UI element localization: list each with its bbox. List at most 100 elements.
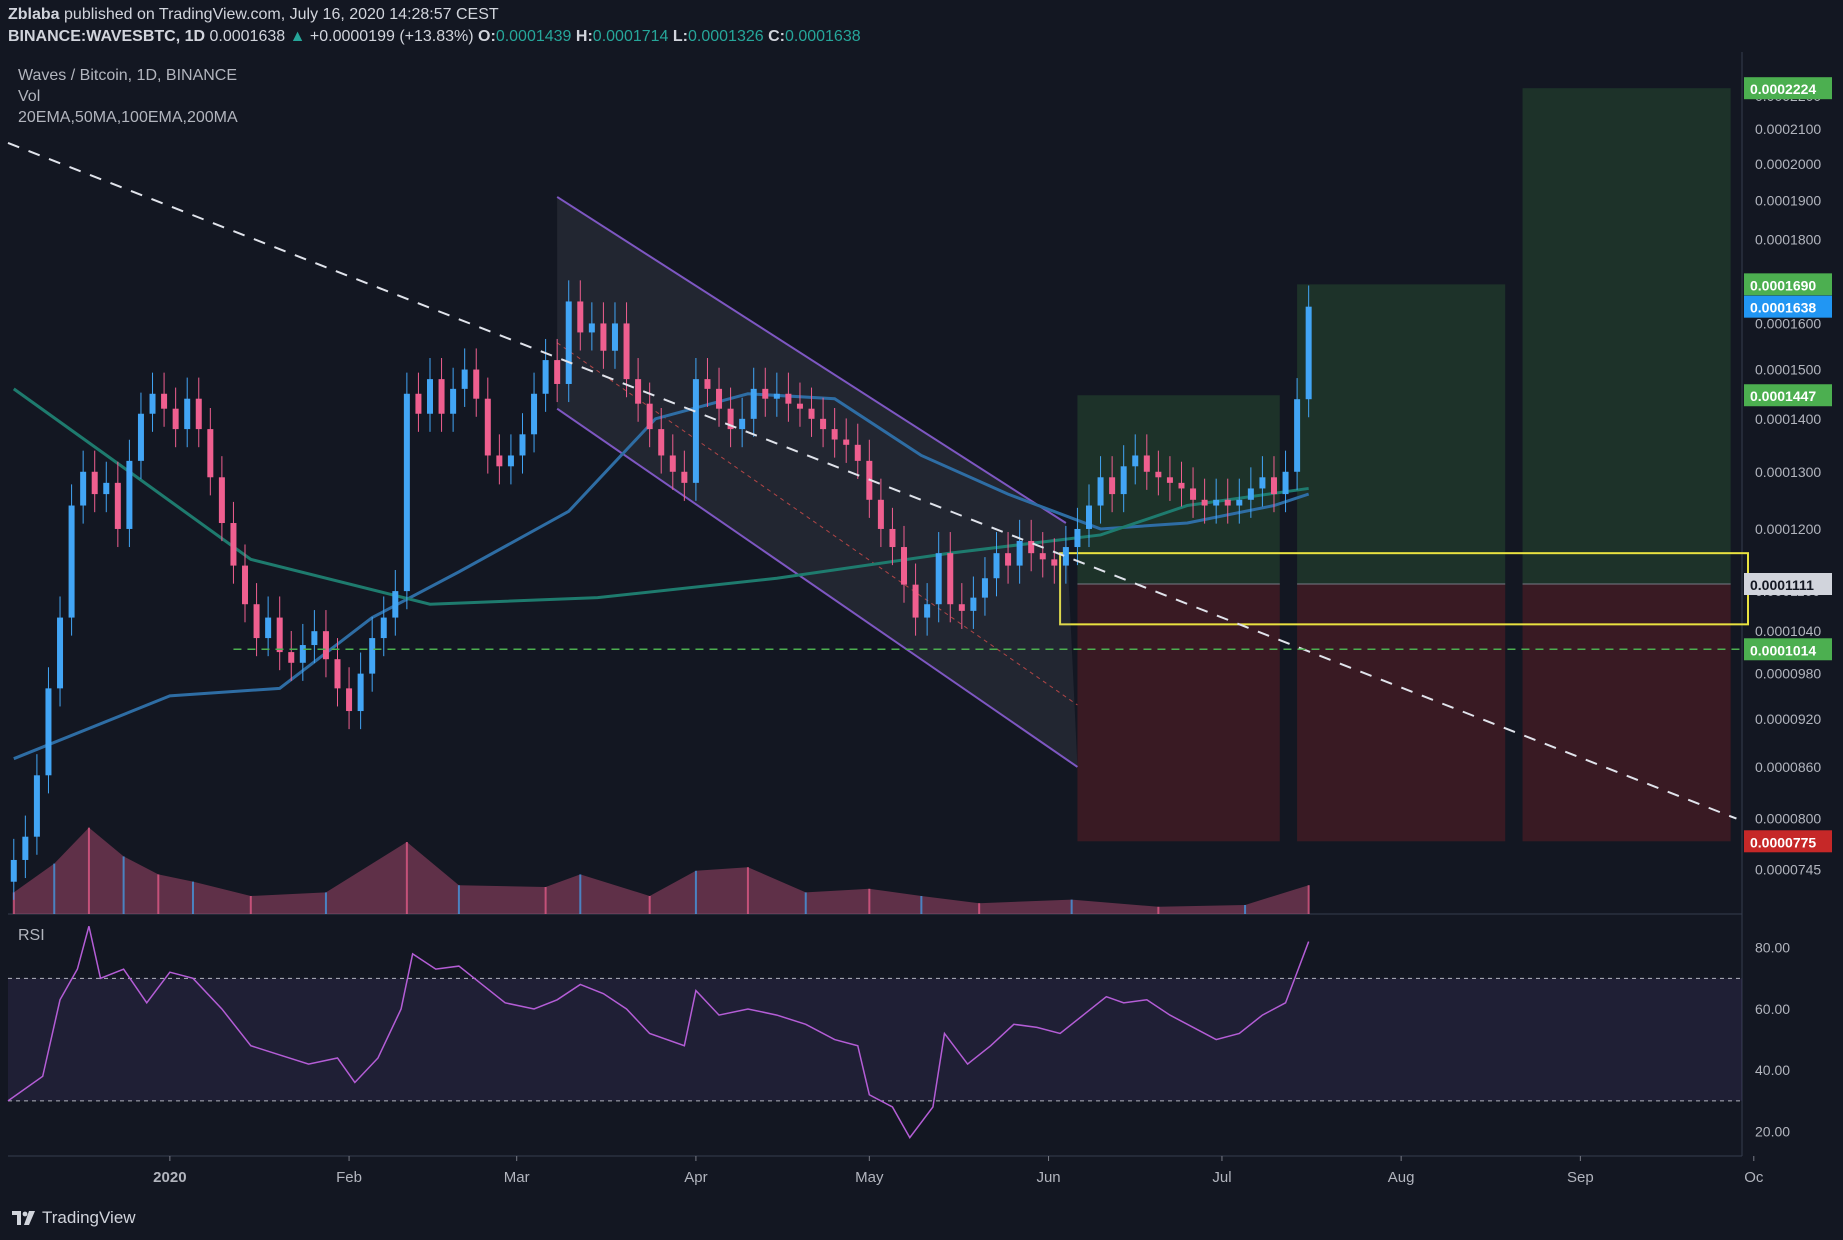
price-label-box xyxy=(1744,573,1832,596)
high-label: H: xyxy=(575,28,593,45)
time-tick-label: Jun xyxy=(1036,1169,1060,1186)
rsi-legend[interactable]: RSI xyxy=(18,927,45,944)
candle-body xyxy=(415,393,422,414)
chart-title[interactable]: Waves / Bitcoin, 1D, BINANCE xyxy=(18,67,238,84)
channel-lower-line xyxy=(556,407,1079,768)
candle-body xyxy=(1294,399,1301,472)
candle-body xyxy=(1166,477,1173,483)
candle-body xyxy=(1074,528,1081,548)
channel-fill xyxy=(557,196,1078,767)
candle-body xyxy=(507,455,514,467)
tradingview-brand[interactable]: TradingView xyxy=(42,1208,136,1227)
candle-body xyxy=(993,553,1000,579)
candle-body xyxy=(68,505,75,618)
channel-upper-line xyxy=(556,196,1067,524)
high-value: 0.0001714 xyxy=(592,28,669,45)
volume-area xyxy=(12,827,1310,914)
last-price: 0.0001638 xyxy=(209,28,286,45)
candle-body xyxy=(762,388,769,399)
candle-body xyxy=(80,471,87,506)
candle-body xyxy=(531,393,538,435)
ma-line-50ma xyxy=(13,392,1310,761)
candle-body xyxy=(889,528,896,548)
candle-body xyxy=(1132,455,1139,467)
open-label: O: xyxy=(478,28,496,45)
candle-body xyxy=(611,323,618,351)
rsi-band xyxy=(8,978,1742,1101)
candle-body xyxy=(1224,499,1231,506)
price-tick-label: 0.0001600 xyxy=(1755,315,1821,331)
rsi-tick-label: 40.00 xyxy=(1755,1062,1790,1078)
close-value: 0.0001638 xyxy=(784,28,861,45)
candle-body xyxy=(1085,505,1092,529)
price-label-text: 0.0001690 xyxy=(1750,277,1816,293)
symbol-label[interactable]: BINANCE:WAVESBTC, 1D xyxy=(8,28,206,45)
candle-body xyxy=(820,418,827,430)
price-label-box xyxy=(1744,830,1832,853)
candle-body xyxy=(403,393,410,592)
candles xyxy=(10,280,1312,900)
price-label-text: 0.0001447 xyxy=(1750,388,1816,404)
price-tick-label: 0.0000800 xyxy=(1755,811,1821,827)
candle-body xyxy=(843,439,850,445)
candle-body xyxy=(1097,477,1104,506)
candle-body xyxy=(1247,488,1254,500)
time-tick-label: May xyxy=(855,1169,884,1186)
candle-body xyxy=(137,413,144,461)
time-tick-label: Jul xyxy=(1212,1169,1231,1186)
candle-body xyxy=(739,418,746,430)
candle-body xyxy=(1120,466,1127,495)
price-change: +0.0000199 (+13.83%) xyxy=(309,28,474,45)
candle-body xyxy=(426,379,433,414)
moving-averages xyxy=(12,387,1310,761)
price-label-text: 0.0002224 xyxy=(1750,81,1816,97)
ma-legend[interactable]: 20EMA,50MA,100EMA,200MA xyxy=(18,109,238,126)
candle-body xyxy=(1259,477,1266,489)
time-tick-label: Apr xyxy=(684,1169,707,1186)
candle-body xyxy=(1155,471,1162,478)
candle-body xyxy=(681,471,688,483)
candle-body xyxy=(1051,559,1058,566)
candle-body xyxy=(658,429,665,456)
ohlc-line: BINANCE:WAVESBTC, 1D 0.0001638 ▲ +0.0000… xyxy=(8,28,861,46)
volume-fill xyxy=(13,827,1309,914)
rsi-pane: 80.00 60.00 40.00 20.00 xyxy=(7,926,1790,1139)
candle-body xyxy=(635,379,642,404)
candle-body xyxy=(1201,499,1208,506)
candle-body xyxy=(912,584,919,618)
target-zone-3 xyxy=(1522,88,1731,585)
stop-zone-2 xyxy=(1297,584,1506,842)
author-name[interactable]: Zblaba xyxy=(8,6,60,23)
candle-body xyxy=(1039,553,1046,560)
candle-body xyxy=(588,323,595,333)
price-label-text: 0.0000775 xyxy=(1750,834,1816,850)
candle-body xyxy=(785,393,792,404)
channel-midline xyxy=(556,342,1078,706)
candle-body xyxy=(33,775,40,837)
price-label-text: 0.0001638 xyxy=(1750,300,1816,316)
candle-body xyxy=(346,688,353,712)
candle-body xyxy=(184,398,191,430)
candle-body xyxy=(461,369,468,389)
rsi-tick-label: 20.00 xyxy=(1755,1123,1790,1139)
candle-body xyxy=(958,604,965,611)
price-tick-label: 0.0001400 xyxy=(1755,411,1821,427)
candle-body xyxy=(438,379,445,414)
time-tick-label: Oc xyxy=(1744,1169,1764,1186)
time-tick-label: Sep xyxy=(1567,1169,1594,1186)
price-tick-label: 0.0000860 xyxy=(1755,759,1821,775)
candle-body xyxy=(288,652,295,663)
vol-legend[interactable]: Vol xyxy=(18,88,41,105)
candle-body xyxy=(10,859,17,882)
published-info: published on TradingView.com, July 16, 2… xyxy=(64,6,499,23)
candle-body xyxy=(600,323,607,351)
candle-body xyxy=(242,565,249,605)
candle-body xyxy=(727,408,734,430)
candle-body xyxy=(1190,488,1197,500)
candle-body xyxy=(172,408,179,430)
candle-body xyxy=(57,617,64,689)
publish-header: Zblaba published on TradingView.com, Jul… xyxy=(0,0,1843,52)
price-tick-label: 0.0001200 xyxy=(1755,521,1821,537)
candle-body xyxy=(103,482,110,495)
